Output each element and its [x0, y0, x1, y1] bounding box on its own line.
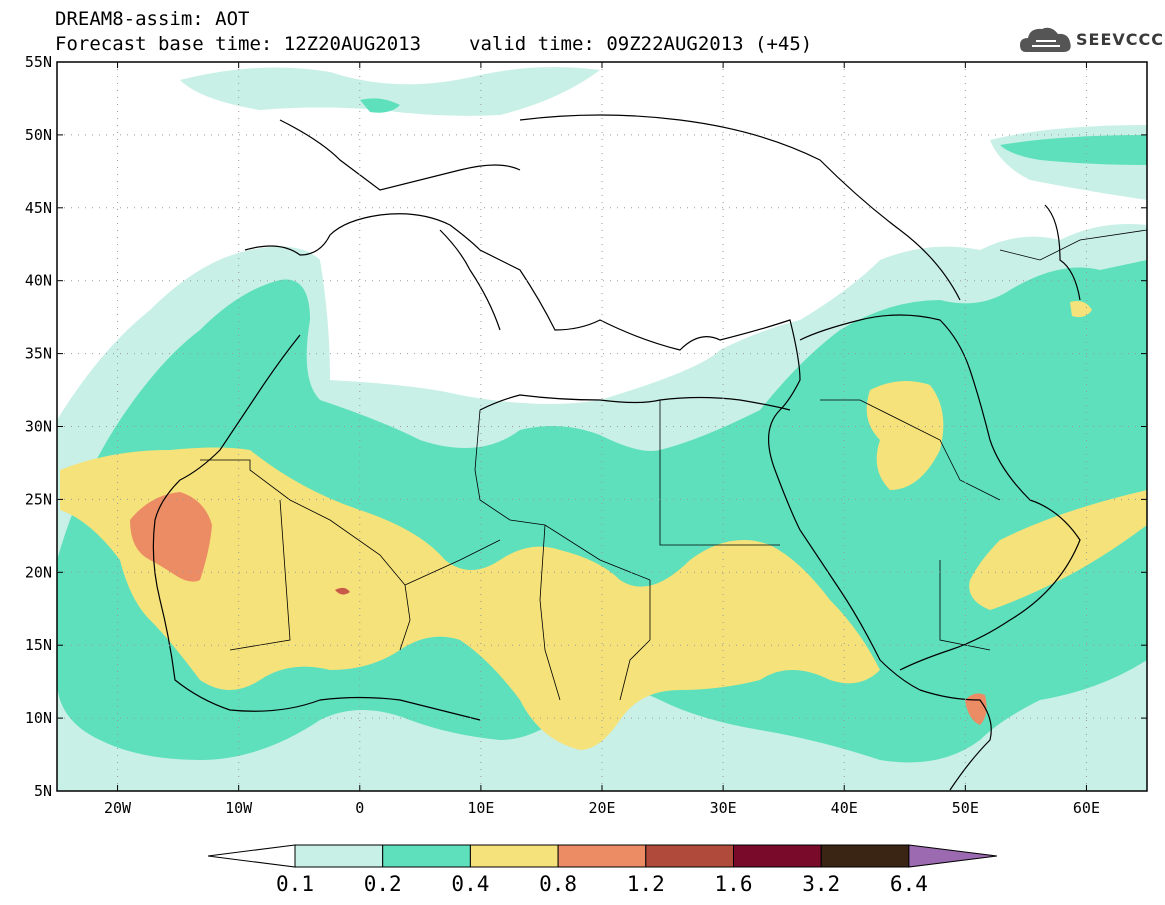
lat-label: 25N [25, 490, 52, 508]
lat-label: 45N [25, 199, 52, 217]
lat-label: 10N [25, 709, 52, 727]
colorbar-under-arrow [207, 844, 296, 868]
colorbar-label: 1.2 [627, 872, 665, 896]
lat-label: 40N [25, 272, 52, 290]
aot-band-0.4 [60, 301, 1147, 750]
colorbar-segment [733, 844, 822, 868]
colorbar-over-arrow [908, 844, 997, 868]
colorbar-segment [645, 844, 734, 868]
colorbar-segment [294, 844, 384, 868]
coastlines [152, 114, 1081, 791]
colorbar-segment [820, 844, 910, 868]
colorbar-segment [557, 844, 647, 868]
colorbar-segment [382, 844, 471, 868]
lat-label: 50N [25, 126, 52, 144]
lon-label: 10E [467, 799, 494, 817]
colorbar-label: 3.2 [802, 872, 840, 896]
lat-label: 35N [25, 345, 52, 363]
logo-text: SEEVCCC [1076, 30, 1164, 49]
colorbar: 0.1 0.2 0.4 0.8 1.2 1.6 3.2 6.4 [207, 844, 997, 896]
map-title: DREAM8-assim: AOT [55, 8, 250, 30]
lon-label: 60E [1073, 799, 1100, 817]
lat-label: 20N [25, 563, 52, 581]
colorbar-label: 0.8 [539, 872, 577, 896]
country-borders [200, 229, 1147, 701]
lat-label: 30N [25, 418, 52, 436]
time-info: Forecast base time: 12Z20AUG2013 valid ti… [55, 33, 812, 55]
lon-label: 0 [355, 799, 364, 817]
lon-label: 30E [710, 799, 737, 817]
colorbar-label: 0.1 [276, 872, 314, 896]
colorbar-label: 6.4 [890, 872, 928, 896]
lon-label: 10W [225, 799, 253, 817]
base-time: Forecast base time: 12Z20AUG2013 [55, 33, 422, 55]
colorbar-label: 0.2 [364, 872, 402, 896]
axis-labels: 55N 50N 45N 40N 35N 30N 25N 20N 15N 10N 5N 20W 10W 0 1… [25, 53, 1100, 817]
valid-time: valid time: 09Z22AUG2013 (+45) [469, 33, 813, 55]
seevccc-logo: SEEVCCC [1018, 22, 1163, 58]
cloud-icon [1020, 27, 1071, 52]
lat-label: 15N [25, 636, 52, 654]
graticule [57, 61, 1147, 792]
aot-band-1.2 [335, 587, 350, 595]
colorbar-label: 1.6 [715, 872, 753, 896]
colorbar-label: 0.4 [451, 872, 489, 896]
lon-label: 20W [104, 799, 132, 817]
lon-label: 40E [831, 799, 858, 817]
lat-label: 5N [34, 782, 52, 800]
colorbar-segment [469, 844, 559, 868]
lon-label: 50E [952, 799, 979, 817]
lat-label: 55N [25, 53, 52, 71]
lon-label: 20E [588, 799, 615, 817]
